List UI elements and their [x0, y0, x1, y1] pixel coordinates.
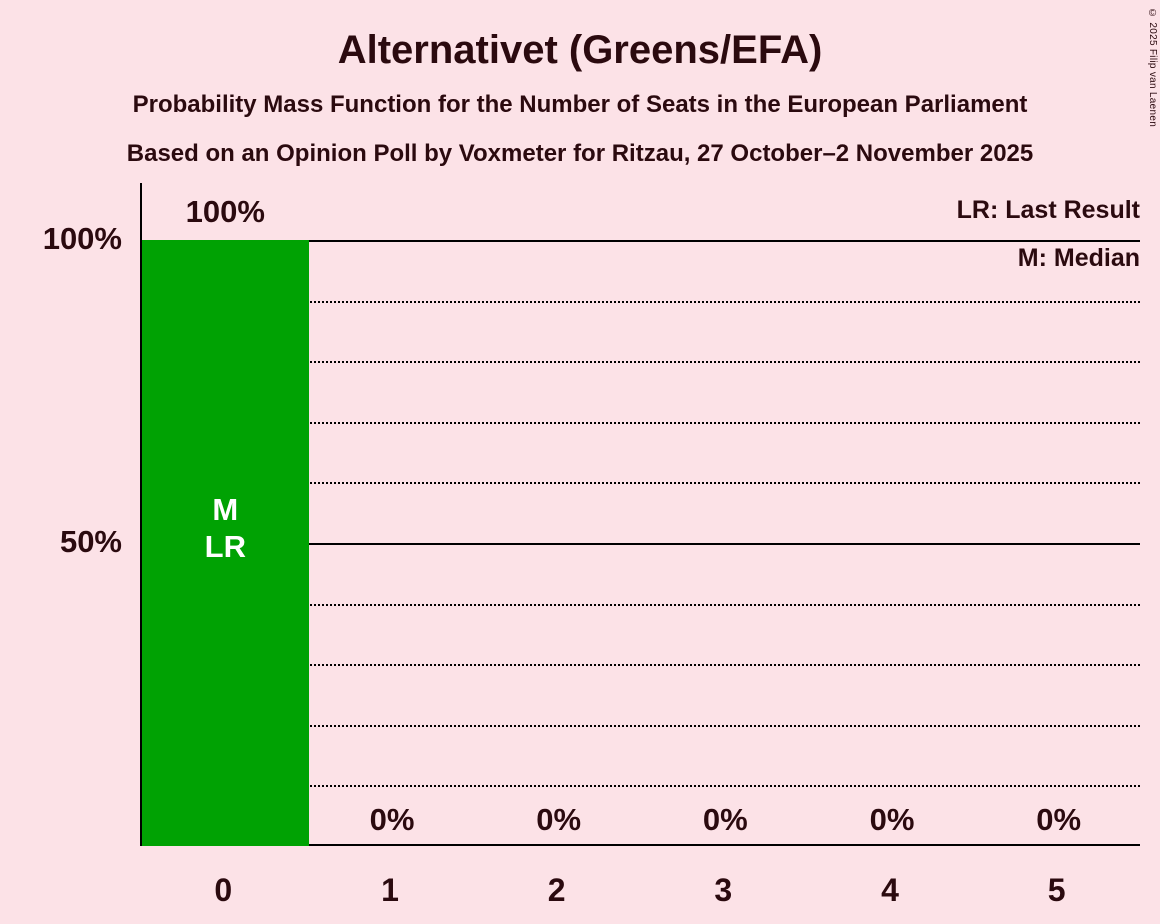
x-axis-ticks: 0 1 2 3 4 5 [140, 872, 1140, 912]
x-tick-5: 5 [1047, 872, 1066, 908]
value-label-seats-3: 0% [702, 802, 748, 837]
x-tick-2: 2 [547, 872, 566, 908]
value-label-seats-1: 0% [369, 802, 415, 837]
gridline-100pct [142, 240, 1140, 242]
bar-seats-0 [142, 240, 309, 846]
x-tick-4: 4 [881, 872, 899, 908]
value-label-seats-0: 100% [185, 194, 265, 229]
gridline-80pct [142, 361, 1140, 364]
gridline-20pct [142, 724, 1140, 727]
gridline-10pct [142, 785, 1140, 788]
value-label-seats-2: 0% [536, 802, 582, 837]
gridline-90pct [142, 300, 1140, 303]
chart-subtitle-1: Probability Mass Function for the Number… [132, 91, 1028, 118]
bar-annotation-median-last-result: M LR [204, 492, 246, 564]
y-axis-label-100: 100% [42, 221, 122, 256]
gridline-50pct [142, 543, 1140, 545]
x-tick-1: 1 [381, 872, 399, 908]
legend-last-result: LR: Last Result [956, 196, 1140, 224]
value-label-seats-4: 0% [869, 802, 915, 837]
x-tick-0: 0 [214, 872, 233, 908]
x-tick-3: 3 [714, 872, 733, 908]
legend-median: M: Median [1017, 244, 1140, 272]
gridline-40pct [142, 603, 1140, 606]
gridline-60pct [142, 482, 1140, 485]
legend: LR: Last Result M: Median [957, 186, 1140, 282]
gridline-70pct [142, 421, 1140, 424]
y-axis-label-50: 50% [59, 524, 122, 559]
chart-title: Alternativet (Greens/EFA) [337, 28, 823, 72]
plot-area: 100% 0% 0% 0% 0% 0% M LR [140, 183, 1140, 846]
value-label-seats-5: 0% [1036, 802, 1082, 837]
gridline-30pct [142, 664, 1140, 667]
chart-subtitle-2: Based on an Opinion Poll by Voxmeter for… [126, 140, 1034, 167]
copyright-text: © 2025 Filip van Laenen [1147, 8, 1158, 128]
